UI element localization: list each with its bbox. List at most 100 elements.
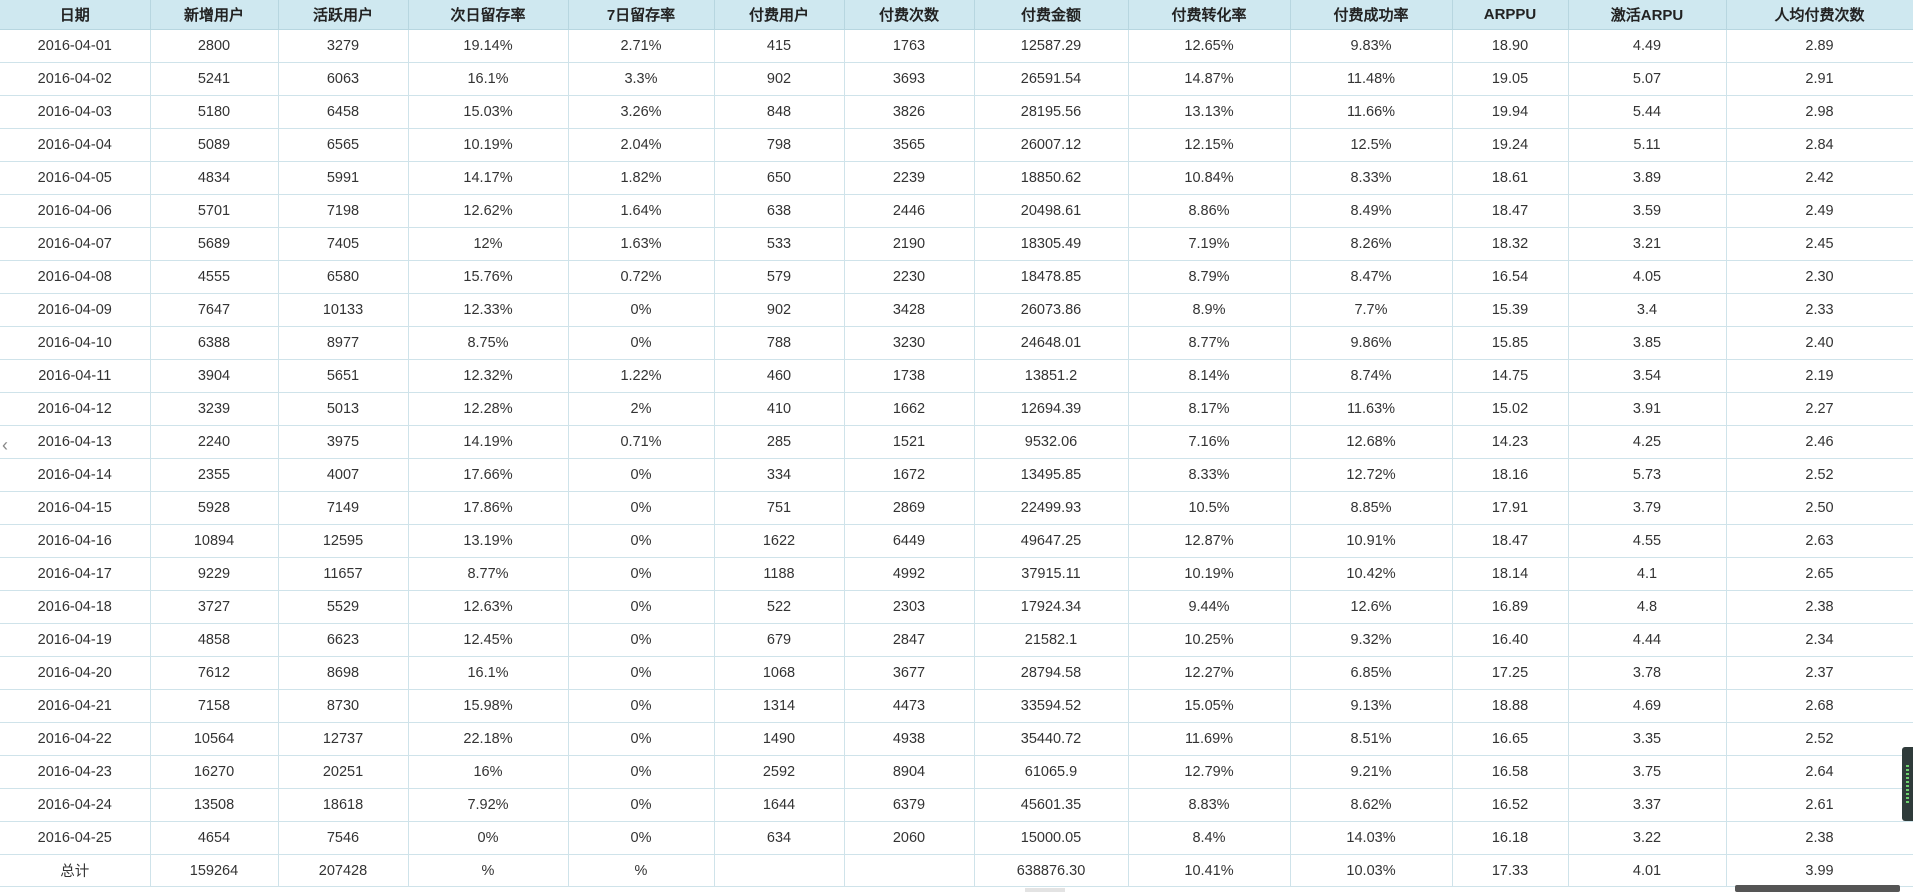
scroll-handle-icon[interactable] [1902,747,1913,821]
table-cell: 7546 [278,821,409,855]
table-cell: 2016-04-14 [0,458,151,492]
table-row: 2016-04-24 13508 18618 7.92% 0% 1644 6379 45601… [0,788,1913,822]
table-cell: 4.44 [1568,623,1727,657]
table-cell: 2016-04-19 [0,623,151,657]
table-cell: 334 [714,458,845,492]
table-row: 2016-04-16 10894 12595 13.19% 0% 1622 6449 4964… [0,524,1913,558]
table-cell: 12.79% [1128,755,1291,789]
column-header[interactable]: 付费转化率 [1128,0,1291,30]
table-cell: 13.19% [408,524,569,558]
table-cell: 16.40 [1452,623,1569,657]
column-header[interactable]: 日期 [0,0,151,30]
column-header[interactable]: 人均付费次数 [1726,0,1913,30]
total-cell [714,854,845,887]
table-cell: 638 [714,194,845,228]
table-cell: 2060 [844,821,975,855]
table-cell: 2.61 [1726,788,1913,822]
table-row: 2016-04-25 4654 7546 0% 0% 634 2060 15000.05 8.4… [0,821,1913,855]
table-cell: 12.28% [408,392,569,426]
table-cell: 285 [714,425,845,459]
table-cell: 10.19% [408,128,569,162]
table-cell: 18.47 [1452,524,1569,558]
total-cell: 总计 [0,854,151,887]
horizontal-scrollbar[interactable] [1735,885,1900,892]
table-cell: 12595 [278,524,409,558]
table-cell: 2016-04-21 [0,689,151,723]
table-row: 2016-04-21 7158 8730 15.98% 0% 1314 4473 33594.… [0,689,1913,723]
table-cell: 2016-04-23 [0,755,151,789]
table-cell: 10133 [278,293,409,327]
table-cell: 5.44 [1568,95,1727,129]
table-cell: 12.33% [408,293,569,327]
table-cell: 9.44% [1128,590,1291,624]
table-cell: 11.63% [1290,392,1453,426]
table-cell: 2847 [844,623,975,657]
column-header[interactable]: 次日留存率 [408,0,569,30]
table-cell: 2016-04-17 [0,557,151,591]
table-body: 2016-04-01 2800 3279 19.14% 2.71% 415 1763 1258… [0,29,1913,887]
table-cell: 11.69% [1128,722,1291,756]
total-cell [844,854,975,887]
table-cell: 2.46 [1726,425,1913,459]
total-cell: 159264 [150,854,279,887]
column-header[interactable]: 新增用户 [150,0,279,30]
table-cell: 2016-04-03 [0,95,151,129]
table-cell: 2016-04-20 [0,656,151,690]
table-cell: 2.37 [1726,656,1913,690]
table-cell: 2016-04-10 [0,326,151,360]
table-cell: 5651 [278,359,409,393]
column-header[interactable]: 付费成功率 [1290,0,1453,30]
table-cell: 12737 [278,722,409,756]
table-cell: 7.16% [1128,425,1291,459]
table-cell: 24648.01 [974,326,1129,360]
table-cell: 5180 [150,95,279,129]
table-cell: 2016-04-11 [0,359,151,393]
table-cell: 2.45 [1726,227,1913,261]
table-cell: 3.79 [1568,491,1727,525]
table-cell: 4.25 [1568,425,1727,459]
table-cell: 2.30 [1726,260,1913,294]
column-header[interactable]: ARPPU [1452,0,1569,30]
table-cell: 1.22% [568,359,715,393]
table-cell: 1738 [844,359,975,393]
column-header[interactable]: 付费次数 [844,0,975,30]
table-cell: 2016-04-04 [0,128,151,162]
table-row: 2016-04-04 5089 6565 10.19% 2.04% 798 3565 2600… [0,128,1913,162]
table-cell: 2446 [844,194,975,228]
table-cell: 5.73 [1568,458,1727,492]
table-cell: 11.66% [1290,95,1453,129]
table-cell: 35440.72 [974,722,1129,756]
table-row: 2016-04-14 2355 4007 17.66% 0% 334 1672 13495.8… [0,458,1913,492]
chevron-left-icon[interactable]: ‹ [2,435,8,455]
table-cell: 10564 [150,722,279,756]
table-cell: 7405 [278,227,409,261]
table-cell: 902 [714,293,845,327]
column-header[interactable]: 活跃用户 [278,0,409,30]
table-cell: 5.11 [1568,128,1727,162]
column-header[interactable]: 激活ARPU [1568,0,1727,30]
table-cell: 17.86% [408,491,569,525]
table-cell: 14.19% [408,425,569,459]
table-cell: 8.74% [1290,359,1453,393]
table-row: 2016-04-19 4858 6623 12.45% 0% 679 2847 21582.1… [0,623,1913,657]
table-cell: 17.91 [1452,491,1569,525]
table-cell: 16.65 [1452,722,1569,756]
table-cell: 8.49% [1290,194,1453,228]
table-cell: 4473 [844,689,975,723]
table-cell: 2.50 [1726,491,1913,525]
table-cell: 3.78 [1568,656,1727,690]
table-cell: 10.42% [1290,557,1453,591]
table-cell: 18305.49 [974,227,1129,261]
table-cell: 2% [568,392,715,426]
table-cell: 5701 [150,194,279,228]
table-cell: 1662 [844,392,975,426]
column-header[interactable]: 付费用户 [714,0,845,30]
table-cell: 8.83% [1128,788,1291,822]
column-header[interactable]: 7日留存率 [568,0,715,30]
table-cell: 16.54 [1452,260,1569,294]
total-cell: 3.99 [1726,854,1913,887]
column-header[interactable]: 付费金额 [974,0,1129,30]
table-row: 2016-04-05 4834 5991 14.17% 1.82% 650 2239 1885… [0,161,1913,195]
table-cell: 9.83% [1290,29,1453,63]
table-cell: 415 [714,29,845,63]
